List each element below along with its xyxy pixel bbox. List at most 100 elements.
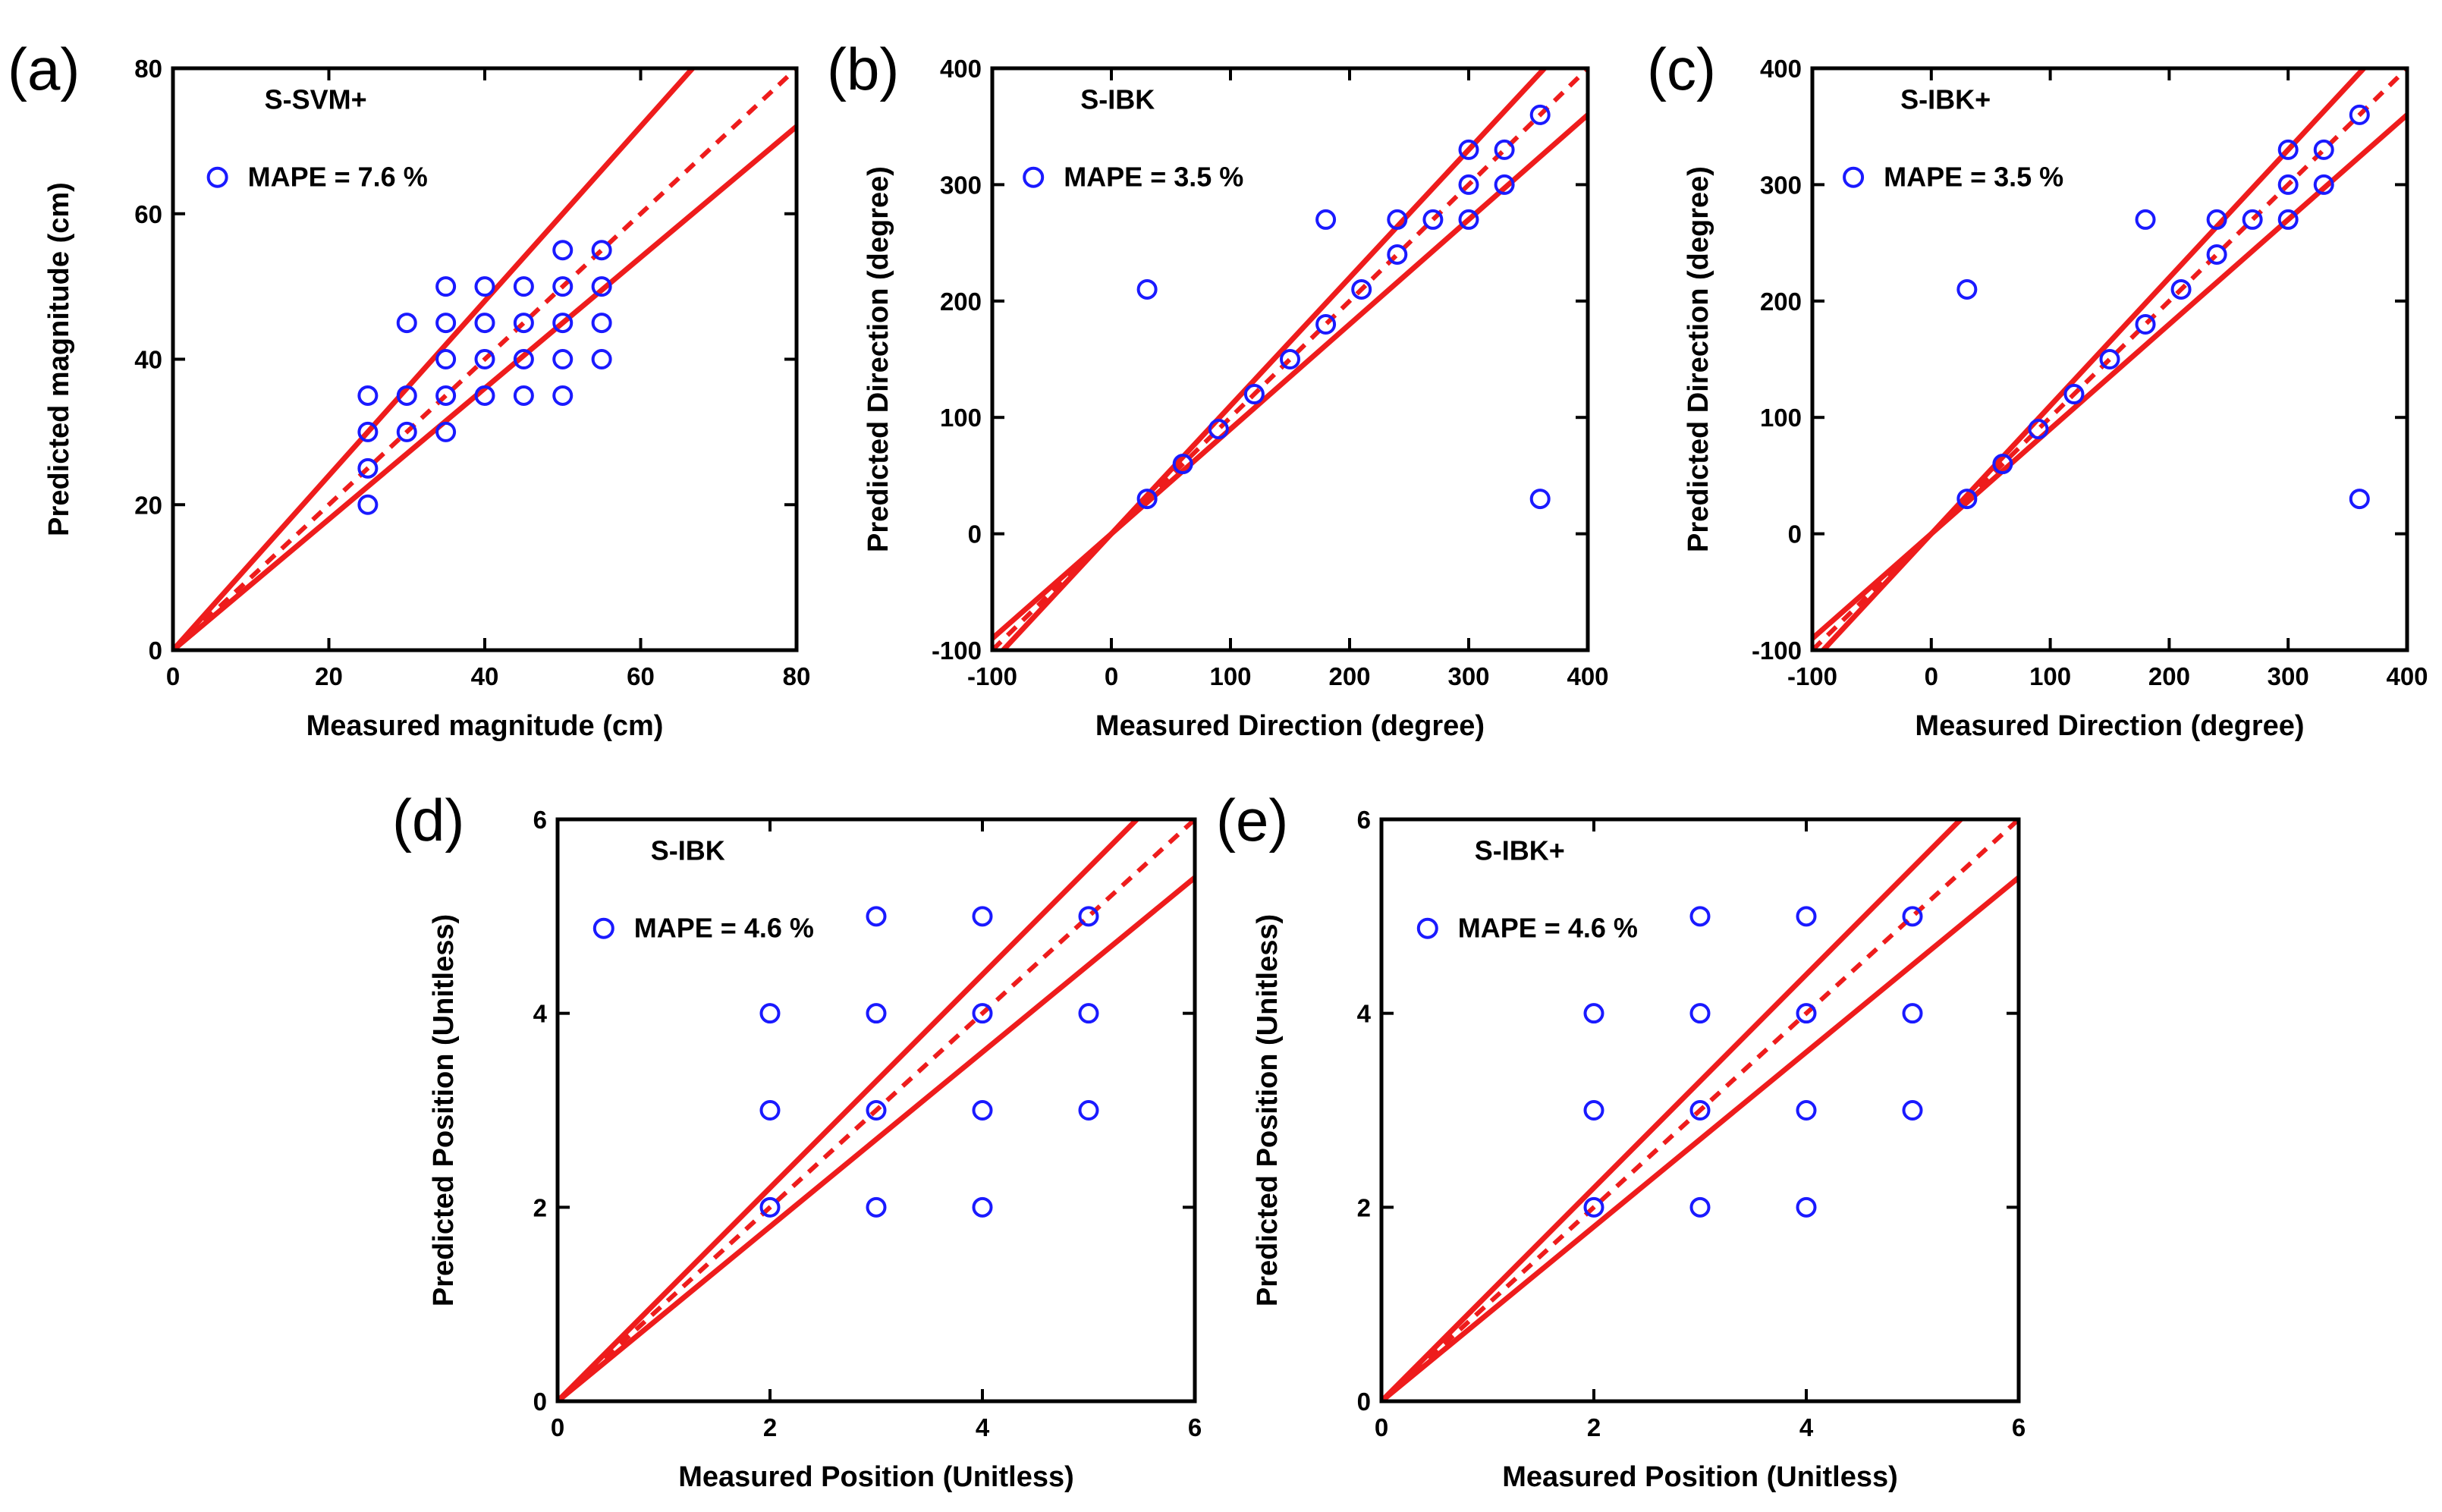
data-point: [1494, 174, 1515, 195]
x-tick-label: 100: [2029, 662, 2071, 690]
data-point: [474, 276, 495, 297]
data-point: [1992, 454, 2013, 475]
legend-marker-open-circle-icon: [206, 166, 228, 188]
x-tick-label: -100: [967, 662, 1017, 690]
data-point: [2349, 104, 2370, 125]
x-tick-label: 4: [976, 1413, 990, 1441]
y-axis-label: Predicted Direction (degree): [1683, 166, 1714, 552]
lower-reference-line: [992, 112, 1588, 641]
data-point: [435, 276, 457, 297]
data-point: [552, 313, 574, 334]
panel-label: (d): [392, 787, 464, 853]
y-tick-label: 100: [1760, 404, 1802, 432]
data-point: [357, 385, 379, 406]
y-tick-label: 20: [134, 491, 162, 519]
plot-frame: [1379, 817, 2021, 1404]
data-point: [1458, 139, 1479, 160]
data-point: [1172, 454, 1193, 475]
data-point: [435, 385, 457, 406]
data-point: [2313, 174, 2334, 195]
data-point: [591, 349, 612, 369]
plot-frame: [1810, 66, 2409, 652]
data-point: [1529, 104, 1551, 125]
x-axis-label: Measured Direction (degree): [1915, 710, 2304, 742]
data-point: [1689, 1196, 1711, 1218]
x-axis-label: Measured magnitude (cm): [306, 710, 664, 742]
reference-lines: [558, 819, 1195, 1401]
y-tick-label: 2: [1357, 1193, 1371, 1221]
data-point: [1956, 278, 1978, 300]
data-point: [1078, 1003, 1099, 1024]
panel-b: -100 0 100 200 300 400 -100 0 100 200 300 400 Measur…: [827, 36, 1609, 742]
data-point: [1583, 1100, 1604, 1121]
upper-reference-line: [558, 819, 1141, 1401]
panel-e: 0 2 4 6 0 2 4 6 Measured Position (Unitless) Pred…: [1216, 787, 2026, 1493]
panel-a: 0 20 40 60 80 0 20 40 60 80 Measured magnitude (cm…: [8, 36, 810, 742]
data-point: [1387, 244, 1408, 265]
data-point: [396, 385, 417, 406]
legend-title: S-IBK: [651, 835, 725, 866]
data-point: [1689, 906, 1711, 927]
y-axis-label: Predicted Position (Unitless): [1252, 914, 1284, 1306]
data-point: [1422, 209, 1444, 230]
data-points: [1136, 104, 1551, 510]
data-point: [2277, 139, 2299, 160]
y-tick-label: -100: [932, 637, 982, 665]
data-point: [1208, 419, 1229, 440]
data-point: [2206, 209, 2227, 230]
panel-d: 0 2 4 6 0 2 4 6 Measured Position (Unitless) Pred…: [392, 787, 1202, 1493]
x-tick-label: 2: [1587, 1413, 1601, 1441]
x-tick-label: 300: [2268, 662, 2309, 690]
legend-marker-open-circle-icon: [592, 917, 614, 939]
panel-label: (a): [8, 36, 80, 102]
reference-lines: [992, 68, 1588, 650]
legend-marker-open-circle-icon: [1416, 917, 1438, 939]
data-point: [2277, 174, 2299, 195]
x-tick-label: 6: [1188, 1413, 1202, 1441]
data-point: [1458, 209, 1479, 230]
data-point: [2170, 278, 2192, 300]
data-point: [1902, 1003, 1923, 1024]
upper-reference-line: [1381, 819, 1965, 1401]
y-tick-label: -100: [1752, 637, 1802, 665]
identity-reference-line: [558, 819, 1195, 1401]
data-point: [357, 421, 379, 442]
y-tick-label: 4: [533, 1000, 548, 1028]
y-tick-label: 200: [1760, 288, 1802, 316]
data-point: [1796, 1003, 1817, 1024]
plot-frame: [555, 817, 1197, 1404]
x-tick-label: 300: [1447, 662, 1489, 690]
data-point: [474, 349, 495, 369]
data-point: [357, 457, 379, 479]
x-tick-label: 0: [1925, 662, 1938, 690]
data-point: [552, 349, 574, 369]
identity-reference-line: [992, 68, 1588, 650]
axis-ticks: 0 2 4 6 0 2 4 6: [533, 806, 1202, 1441]
data-point: [1494, 139, 1515, 160]
legend-marker-open-circle-icon: [1843, 166, 1865, 188]
y-tick-label: 2: [533, 1193, 547, 1221]
axis-ticks: -100 0 100 200 300 400 -100 0 100 200 300 400: [932, 55, 1609, 690]
data-point: [2099, 349, 2120, 369]
x-tick-label: -100: [1787, 662, 1837, 690]
x-tick-label: 100: [1209, 662, 1251, 690]
data-point: [513, 385, 534, 406]
data-point: [866, 1100, 887, 1121]
data-point: [1078, 1100, 1099, 1121]
data-point: [474, 385, 495, 406]
legend-title: S-SVM+: [265, 84, 367, 115]
data-point: [1351, 278, 1372, 300]
x-tick-label: 60: [627, 662, 655, 690]
y-tick-label: 80: [134, 55, 162, 83]
data-point: [972, 1100, 993, 1121]
data-point: [1902, 906, 1923, 927]
data-point: [2242, 209, 2263, 230]
x-axis-label: Measured Position (Unitless): [1502, 1461, 1898, 1493]
x-axis-label: Measured Position (Unitless): [678, 1461, 1074, 1493]
data-point: [759, 1003, 781, 1024]
axis-ticks: -100 0 100 200 300 400 -100 0 100 200 300 400: [1752, 55, 2428, 690]
data-point: [591, 276, 612, 297]
data-point: [591, 313, 612, 334]
y-tick-label: 4: [1357, 1000, 1372, 1028]
x-tick-label: 2: [763, 1413, 777, 1441]
